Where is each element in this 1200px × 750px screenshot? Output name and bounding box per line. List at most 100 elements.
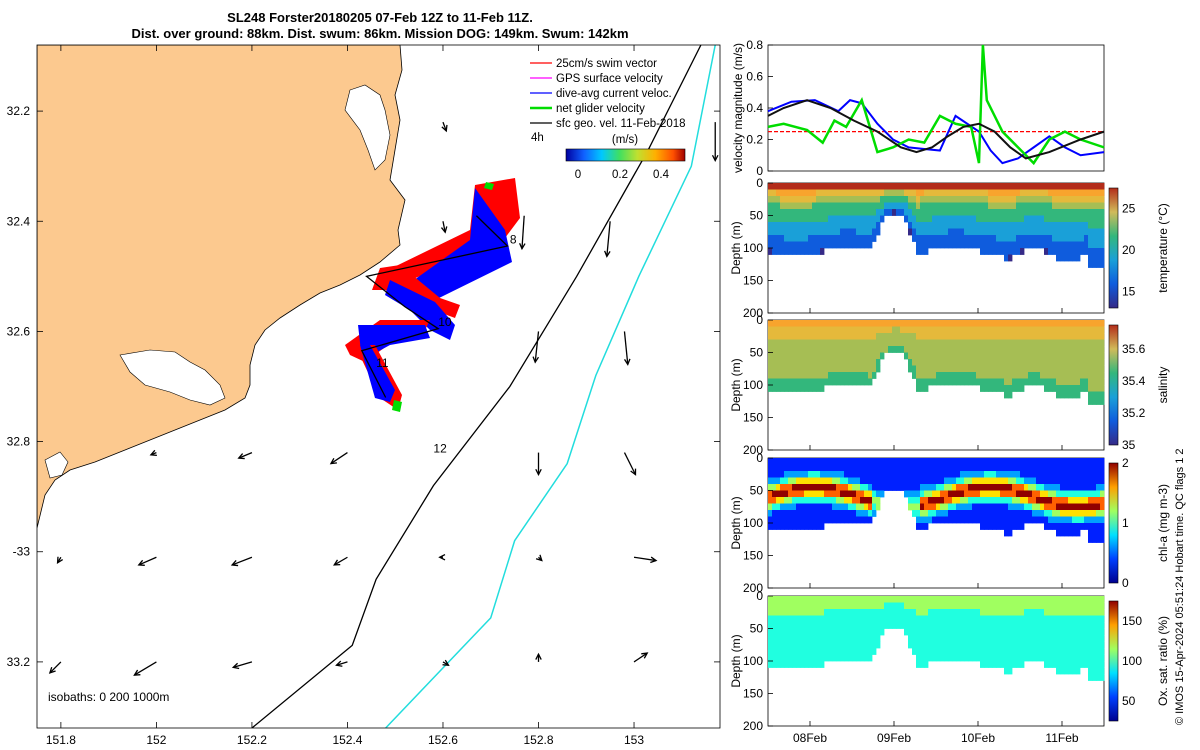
section-cell xyxy=(940,510,945,517)
section-cell xyxy=(1084,510,1089,517)
section-cell xyxy=(1016,248,1021,255)
section-cell xyxy=(1052,602,1057,610)
section-cell xyxy=(964,378,969,386)
section-cell xyxy=(820,503,825,511)
current-vector-fan xyxy=(385,280,455,340)
section-cell xyxy=(1072,339,1077,347)
section-cell xyxy=(988,477,993,485)
section-cell xyxy=(980,477,985,485)
section-cell xyxy=(836,228,841,236)
section-cell xyxy=(992,490,997,498)
section-cell xyxy=(812,641,817,649)
section-cell xyxy=(972,484,977,491)
section-cell xyxy=(1012,516,1017,524)
section-cell xyxy=(828,628,833,636)
section-cell xyxy=(924,503,929,511)
section-cell xyxy=(844,596,849,603)
section-cell xyxy=(1032,615,1037,623)
section-cell xyxy=(1020,523,1025,530)
section-ytick-label: 150 xyxy=(743,274,763,288)
section-cell xyxy=(1084,365,1089,373)
section-cell xyxy=(1100,202,1105,210)
section-cell xyxy=(952,464,957,472)
section-cell xyxy=(868,490,873,498)
section-cell xyxy=(820,183,825,190)
section-cell xyxy=(988,635,993,642)
section-cell xyxy=(768,320,773,327)
section-cell xyxy=(872,365,877,373)
section-cell xyxy=(772,196,777,203)
section-cell xyxy=(772,503,777,511)
section-cell xyxy=(976,641,981,649)
section-cell xyxy=(784,215,789,223)
section-cell xyxy=(900,622,905,629)
section-cell xyxy=(1056,385,1061,392)
section-cell xyxy=(948,477,953,485)
section-cell xyxy=(852,648,857,655)
section-cell xyxy=(1004,339,1009,347)
section-cell xyxy=(1092,497,1097,504)
section-cell xyxy=(1036,641,1041,649)
section-cell xyxy=(1000,477,1005,485)
section-cell xyxy=(784,609,789,616)
section-cell xyxy=(1036,503,1041,511)
section-cell xyxy=(852,635,857,642)
section-cell xyxy=(1024,458,1029,465)
section-ylabel: Depth (m) xyxy=(729,496,743,549)
section-cell xyxy=(784,202,789,210)
section-cell xyxy=(772,372,777,379)
section-cell xyxy=(836,365,841,373)
section-cell xyxy=(1072,490,1077,498)
vector-shaft xyxy=(336,661,348,666)
section-cell xyxy=(844,516,849,524)
section-cell xyxy=(908,346,913,353)
section-cell xyxy=(1024,510,1029,517)
section-cell xyxy=(1024,183,1029,190)
section-cell xyxy=(816,464,821,472)
section-cell xyxy=(932,339,937,347)
section-cell xyxy=(980,497,985,504)
colorbar-tick-label: 35 xyxy=(1122,438,1136,452)
section-cell xyxy=(944,215,949,223)
section-cell xyxy=(972,333,977,340)
section-cell xyxy=(992,484,997,491)
section-cell xyxy=(784,602,789,610)
section-cell xyxy=(1100,235,1105,242)
section-ylabel: Depth (m) xyxy=(729,358,743,411)
section-cell xyxy=(1040,235,1045,242)
section-cell xyxy=(1020,228,1025,236)
legend-entry-gps: GPS surface velocity xyxy=(530,73,663,85)
section-cell xyxy=(956,333,961,340)
section-cell xyxy=(960,352,965,360)
section-cell xyxy=(1064,654,1069,662)
section-cell xyxy=(828,189,833,197)
section-cell xyxy=(1040,628,1045,636)
section-cell xyxy=(888,615,893,623)
section-cell xyxy=(772,602,777,610)
section-cell xyxy=(876,189,881,197)
section-cell xyxy=(960,326,965,334)
section-cell xyxy=(996,202,1001,210)
section-cell xyxy=(996,516,1001,524)
colorbar-tick-label: 35.6 xyxy=(1122,342,1146,356)
section-cell xyxy=(788,641,793,649)
section-cell xyxy=(876,458,881,465)
section-cell xyxy=(856,628,861,636)
section-ytick-label: 50 xyxy=(750,484,764,498)
section-cell xyxy=(912,471,917,478)
section-cell xyxy=(836,215,841,223)
section-cell xyxy=(1076,391,1081,399)
section-cell xyxy=(1044,523,1049,530)
section-cell xyxy=(872,609,877,616)
section-cell xyxy=(1072,458,1077,465)
section-cell xyxy=(848,333,853,340)
section-cell xyxy=(788,320,793,327)
section-cell xyxy=(1100,622,1105,629)
section-cell xyxy=(992,661,997,668)
section-cell xyxy=(828,196,833,203)
section-cell xyxy=(1036,183,1041,190)
section-cell xyxy=(844,352,849,360)
section-cell xyxy=(832,196,837,203)
section-cell xyxy=(1100,523,1105,530)
section-cell xyxy=(840,326,845,334)
